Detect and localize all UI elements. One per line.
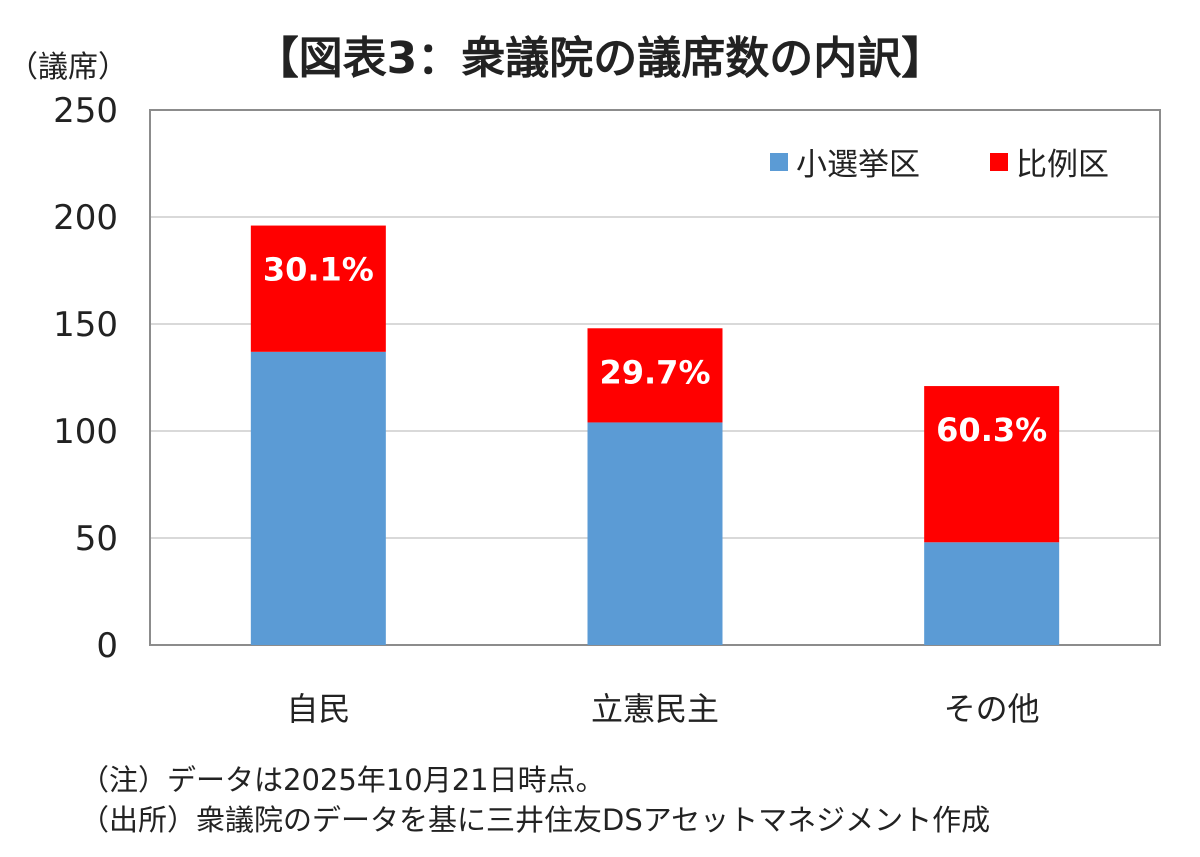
y-tick-label: 200	[53, 198, 118, 238]
x-tick-label: 自民	[286, 690, 350, 728]
y-tick-label: 250	[53, 91, 118, 131]
data-label: 30.1%	[263, 251, 374, 289]
y-tick-label: 0	[96, 626, 118, 666]
y-tick-label: 150	[53, 305, 118, 345]
bar-single-seat	[924, 542, 1060, 645]
bar-single-seat	[587, 422, 723, 645]
data-label: 29.7%	[599, 353, 710, 391]
legend-swatch	[770, 153, 788, 171]
chart-title: 【図表3：衆議院の議席数の内訳】	[254, 33, 946, 84]
x-tick-label: 立憲民主	[591, 690, 719, 728]
y-tick-label: 50	[75, 519, 118, 559]
legend-label: 比例区	[1016, 147, 1109, 183]
bar-proportional	[924, 386, 1060, 543]
note-text: （注）データは2025年10月21日時点。	[80, 763, 605, 797]
y-axis-label: （議席）	[8, 50, 128, 85]
bar-proportional	[587, 328, 723, 423]
x-tick-label: その他	[944, 690, 1040, 728]
legend-label: 小選挙区	[796, 147, 920, 183]
legend-swatch	[990, 153, 1008, 171]
bar-single-seat	[250, 351, 386, 645]
bar-proportional	[250, 225, 386, 352]
source-text: （出所）衆議院のデータを基に三井住友DSアセットマネジメント作成	[80, 803, 991, 837]
y-tick-label: 100	[53, 412, 118, 452]
data-label: 60.3%	[936, 411, 1047, 449]
